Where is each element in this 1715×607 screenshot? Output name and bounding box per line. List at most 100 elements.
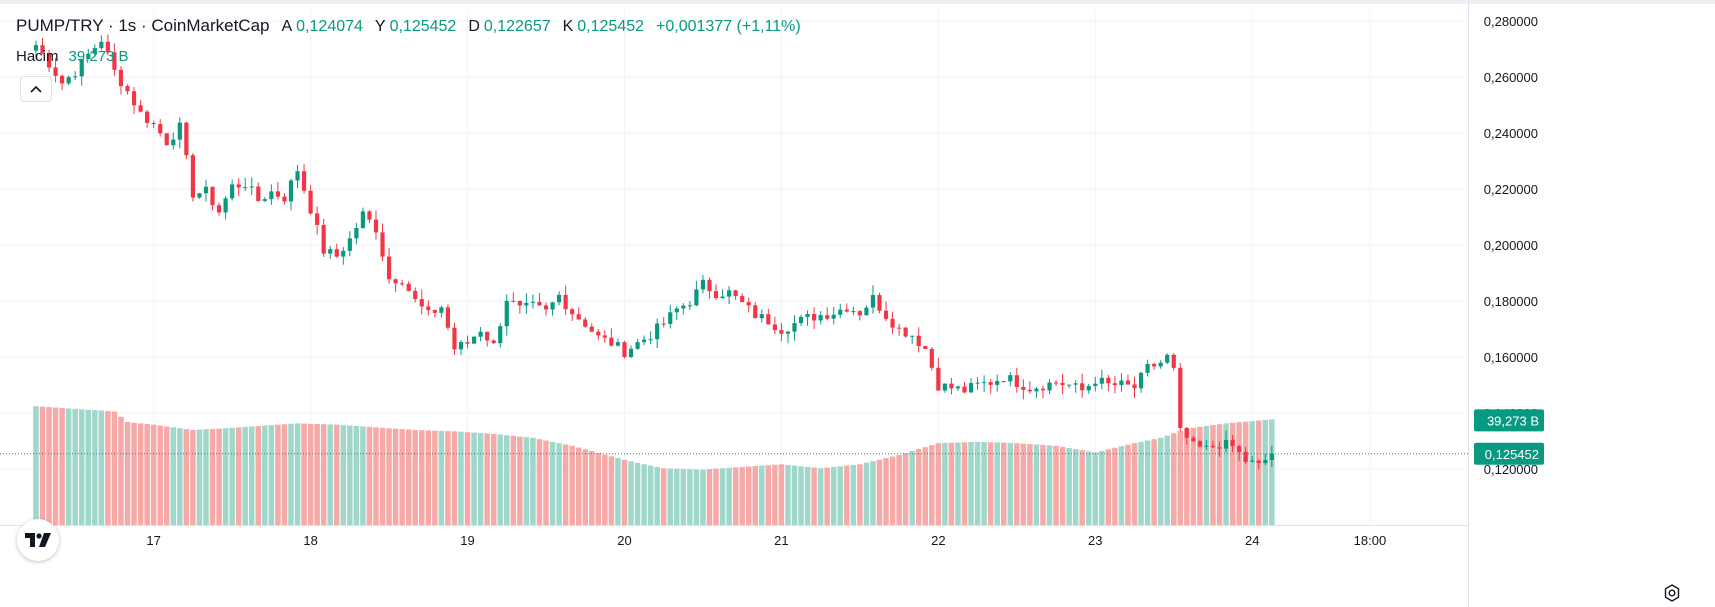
volume-bar bbox=[1059, 446, 1066, 525]
volume-bar bbox=[157, 425, 163, 525]
volume-bar bbox=[804, 466, 811, 525]
candle-body bbox=[883, 310, 889, 319]
candle-body bbox=[485, 331, 490, 341]
collapse-legend-button[interactable] bbox=[20, 76, 52, 102]
volume-bar bbox=[765, 465, 772, 525]
candle-body bbox=[1158, 362, 1163, 367]
volume-bar bbox=[556, 443, 562, 525]
candle-body bbox=[360, 211, 366, 229]
candle-body bbox=[177, 122, 182, 140]
volume-bar bbox=[582, 449, 588, 525]
candle-body bbox=[805, 314, 810, 317]
x-tick-label: 24 bbox=[1245, 533, 1259, 548]
candle-body bbox=[563, 294, 568, 310]
y-tick-label: 0,200000 bbox=[1484, 238, 1538, 253]
candle-body bbox=[740, 296, 745, 303]
candle-body bbox=[929, 348, 934, 368]
volume-bar bbox=[347, 425, 353, 525]
volume-bar bbox=[687, 469, 693, 525]
candle-body bbox=[190, 155, 195, 198]
volume-bar bbox=[386, 428, 392, 525]
volume-bar bbox=[569, 445, 575, 525]
volume-bar bbox=[334, 424, 340, 525]
candle-body bbox=[583, 319, 588, 327]
volume-bar bbox=[105, 411, 111, 525]
candle-body bbox=[288, 180, 294, 202]
candle-body bbox=[131, 91, 137, 106]
candle-body bbox=[1250, 460, 1255, 462]
symbol-title[interactable]: PUMP/TRY · 1s · CoinMarketCap bbox=[16, 16, 270, 35]
volume-bar bbox=[392, 428, 399, 525]
last-price-badge bbox=[1474, 442, 1544, 465]
volume-bar bbox=[464, 432, 471, 525]
volume-bar bbox=[92, 410, 98, 525]
candle-body bbox=[46, 53, 52, 68]
candle-body bbox=[622, 342, 627, 357]
candle-body bbox=[1237, 446, 1242, 452]
volume-bar bbox=[1249, 421, 1255, 525]
candle-body bbox=[766, 314, 771, 325]
tradingview-logo[interactable] bbox=[17, 519, 59, 561]
candle-body bbox=[426, 306, 431, 310]
candle-body bbox=[1230, 439, 1235, 447]
volume-bar bbox=[543, 440, 549, 525]
volume-bar bbox=[1131, 443, 1138, 525]
volume-bar bbox=[177, 428, 183, 525]
candle-body bbox=[537, 301, 542, 306]
volume-bar bbox=[549, 441, 556, 525]
volume-bar bbox=[1118, 446, 1125, 525]
y-tick-label: 0,120000 bbox=[1484, 462, 1538, 477]
volume-bar bbox=[1014, 443, 1020, 525]
volume-bar bbox=[1170, 433, 1177, 525]
volume-bar bbox=[196, 429, 203, 525]
volume-label[interactable]: Hacim bbox=[16, 48, 59, 65]
candle-body bbox=[831, 314, 836, 319]
volume-bar bbox=[78, 409, 85, 525]
candle-body bbox=[550, 302, 555, 310]
candle-body bbox=[746, 302, 751, 306]
volume-bar bbox=[844, 465, 850, 525]
candle-body bbox=[589, 326, 594, 332]
candle-body bbox=[1132, 384, 1137, 389]
volume-bar bbox=[504, 435, 510, 525]
volume-bar bbox=[778, 464, 785, 525]
volume-bar bbox=[1157, 437, 1164, 525]
volume-bar bbox=[262, 425, 268, 525]
volume-legend: Hacim 39,273 B bbox=[16, 48, 129, 65]
volume-bar bbox=[1184, 428, 1190, 525]
candle-body bbox=[432, 309, 437, 313]
candle-body bbox=[681, 305, 686, 309]
candle-body bbox=[602, 335, 607, 338]
volume-bar bbox=[981, 442, 987, 525]
candle-body bbox=[40, 45, 45, 54]
volume-bar bbox=[1210, 425, 1216, 525]
chevron-up-icon bbox=[30, 85, 42, 93]
candle-body bbox=[478, 331, 483, 337]
volume-bar bbox=[85, 409, 92, 525]
candle-body bbox=[1138, 372, 1144, 389]
candle-body bbox=[138, 105, 143, 112]
candle-body bbox=[197, 193, 202, 198]
volume-bar bbox=[870, 461, 876, 525]
volume-bar bbox=[706, 469, 713, 525]
volume-bar bbox=[33, 406, 39, 525]
candle-body bbox=[1080, 383, 1085, 391]
volume-bar bbox=[1256, 420, 1262, 525]
candle-body bbox=[105, 41, 110, 53]
volume-bar bbox=[360, 426, 366, 525]
volume-bar bbox=[163, 426, 170, 525]
volume-bar bbox=[896, 455, 902, 525]
volume-bar bbox=[399, 429, 405, 525]
volume-bar bbox=[242, 426, 248, 525]
gear-icon[interactable] bbox=[1662, 583, 1682, 603]
volume-bar bbox=[641, 464, 647, 525]
volume-bar bbox=[1138, 441, 1144, 525]
volume-value-badge-label: 39,273 B bbox=[1487, 413, 1539, 428]
candle-body bbox=[825, 315, 830, 319]
volume-bar bbox=[863, 462, 870, 525]
volume-bar bbox=[1242, 421, 1249, 525]
candle-body bbox=[79, 58, 84, 77]
candle-body bbox=[66, 77, 71, 84]
